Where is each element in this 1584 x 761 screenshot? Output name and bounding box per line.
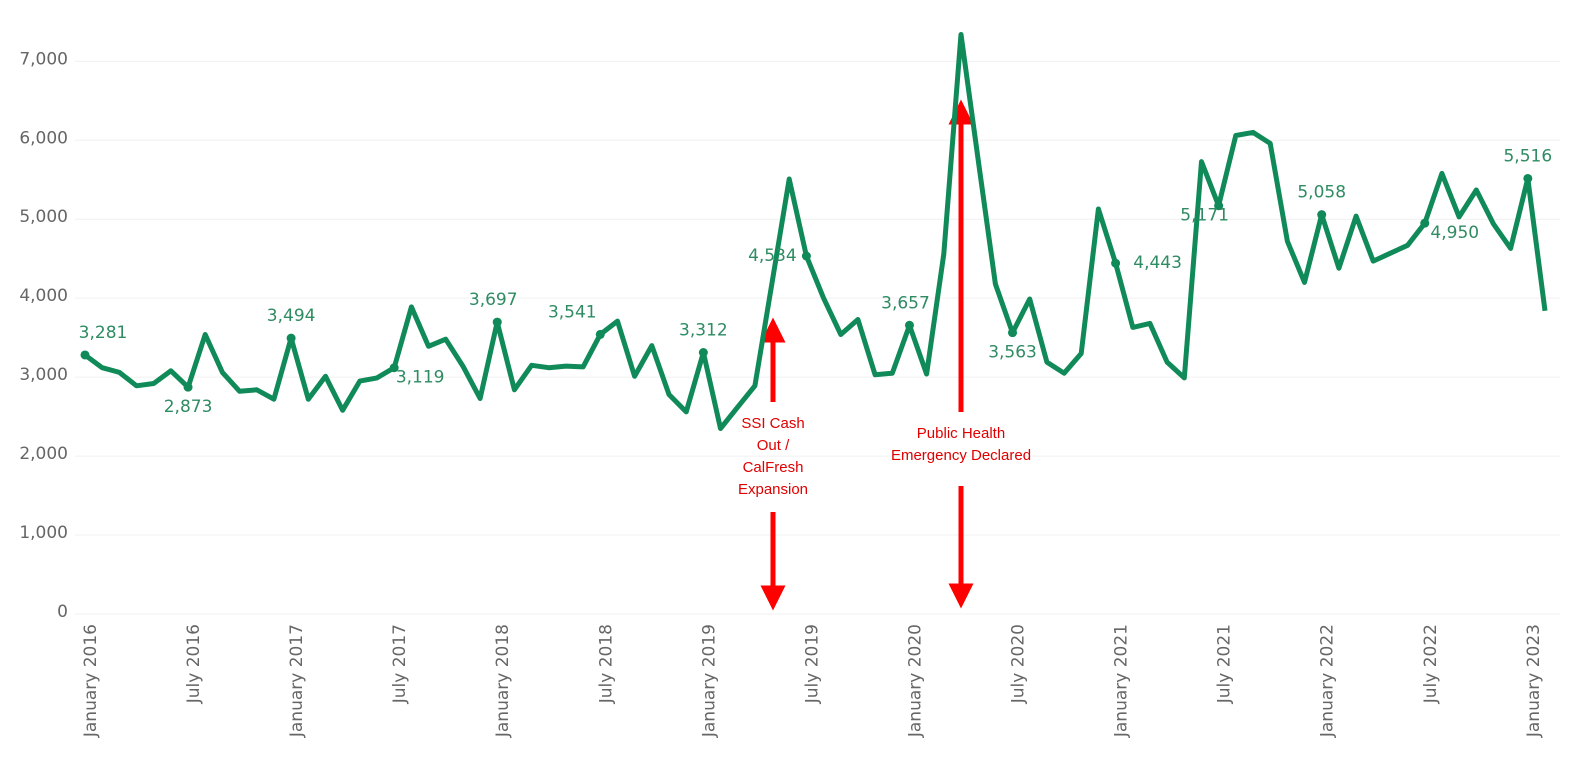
value-label: 4,950	[1430, 223, 1479, 243]
x-tick-label: January 2017	[287, 624, 307, 738]
point	[492, 317, 502, 327]
x-tick-label: January 2019	[699, 624, 719, 738]
x-tick-label: January 2023	[1524, 624, 1544, 738]
point	[1523, 173, 1533, 183]
value-label: 3,563	[988, 343, 1037, 363]
y-tick-label: 5,000	[19, 207, 68, 227]
value-label: 3,657	[881, 293, 930, 313]
y-tick-label: 1,000	[19, 523, 68, 543]
x-tick-label: July 2021	[1215, 624, 1235, 704]
value-label: 5,058	[1297, 183, 1346, 203]
grid	[75, 60, 1560, 615]
x-tick-label: July 2017	[390, 624, 410, 704]
value-label: 3,541	[548, 302, 597, 322]
point	[389, 363, 399, 373]
x-tick-label: January 2020	[905, 624, 925, 738]
value-label: 3,281	[79, 323, 128, 343]
x-tick-label: July 2018	[596, 624, 616, 704]
point	[801, 251, 811, 261]
x-tick-label: January 2016	[81, 624, 101, 738]
x-tick-label: January 2022	[1318, 624, 1338, 738]
value-label: 3,697	[469, 290, 518, 310]
x-tick-label: July 2016	[184, 624, 204, 704]
point	[80, 350, 90, 360]
y-tick-label: 3,000	[19, 365, 68, 385]
annotation: Public Health	[917, 425, 1005, 442]
point	[1420, 218, 1430, 228]
value-label: 4,443	[1133, 253, 1182, 273]
annotation-arrows	[760, 99, 974, 611]
annotation: Emergency Declared	[891, 447, 1031, 464]
point	[183, 382, 193, 392]
value-label: 3,119	[396, 368, 445, 388]
point	[904, 320, 914, 330]
y-tick-label: 6,000	[19, 128, 68, 148]
value-label: 4,534	[748, 246, 797, 266]
x-tick-label: July 2020	[1009, 624, 1029, 704]
x-tick-label: January 2021	[1112, 624, 1132, 738]
annotation: SSI Cash	[741, 415, 804, 432]
annotation: Out /	[757, 437, 790, 454]
x-tick-label: January 2018	[493, 624, 513, 738]
point	[1111, 258, 1121, 268]
annotation: Expansion	[738, 481, 808, 498]
x-tick-label: July 2019	[802, 624, 822, 704]
point	[1317, 210, 1327, 220]
value-label: 5,516	[1503, 146, 1552, 166]
point	[698, 348, 708, 358]
value-label: 3,494	[267, 306, 316, 326]
annotation: CalFresh	[743, 459, 804, 476]
point	[1214, 201, 1224, 211]
y-tick-label: 0	[57, 602, 68, 622]
x-tick-label: July 2022	[1421, 624, 1441, 704]
point	[286, 333, 296, 343]
point	[1008, 328, 1018, 338]
value-label: 3,312	[679, 321, 728, 341]
value-label: 5,171	[1180, 206, 1229, 226]
y-tick-label: 7,000	[19, 49, 68, 69]
y-tick-label: 2,000	[19, 444, 68, 464]
y-tick-label: 4,000	[19, 286, 68, 306]
value-label: 2,873	[164, 397, 213, 417]
line	[83, 32, 1548, 431]
point	[595, 329, 605, 339]
